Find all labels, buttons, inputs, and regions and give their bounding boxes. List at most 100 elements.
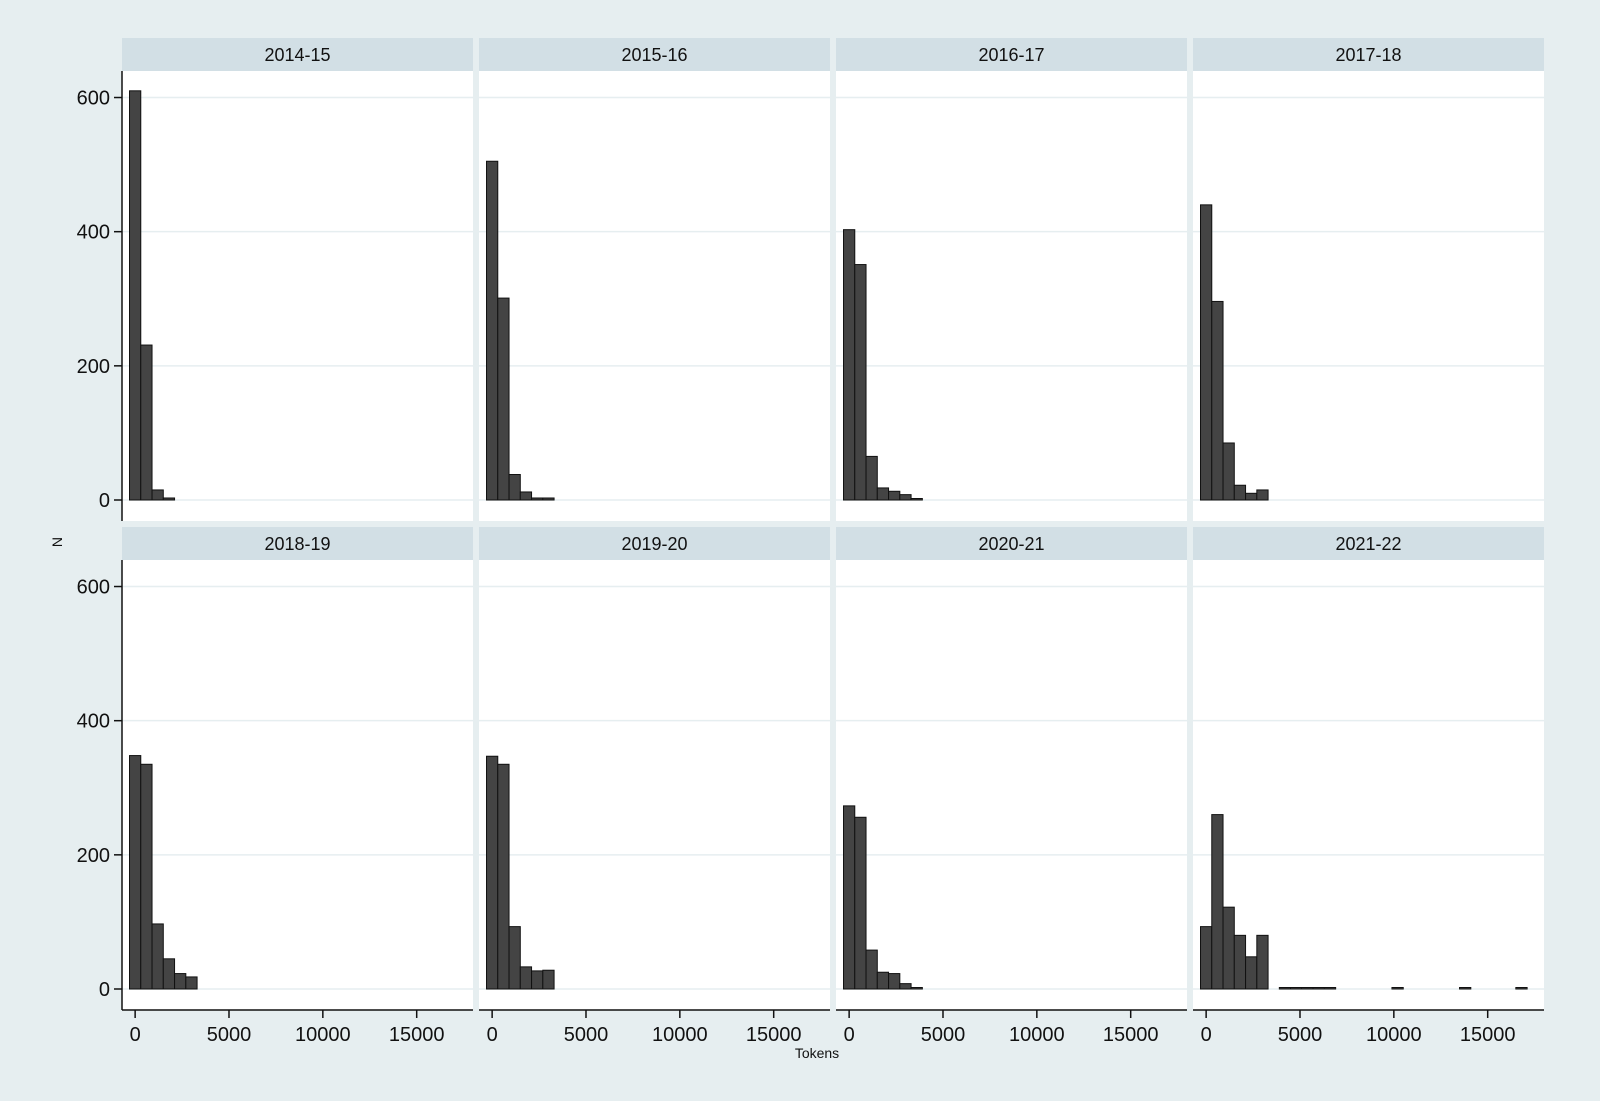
x-tick-label: 5000 <box>564 1024 609 1046</box>
panel-2016-17: 2016-17 <box>836 38 1187 521</box>
y-tick-label: 600 <box>77 577 110 599</box>
histogram-bar <box>174 973 187 990</box>
histogram-bar <box>865 949 878 990</box>
histogram-bar <box>162 958 176 990</box>
histogram-bar <box>140 763 153 990</box>
panel-2014-15: 2014-15 <box>122 38 473 521</box>
panel-title: 2019-20 <box>621 534 687 554</box>
histogram-bar <box>1222 906 1235 990</box>
histogram-bar <box>843 805 856 990</box>
histogram-bar <box>888 490 901 501</box>
histogram-bar <box>1233 934 1247 990</box>
histogram-bar <box>1290 987 1303 990</box>
x-tick-label: 0 <box>487 1024 498 1046</box>
histogram-bar <box>1312 987 1325 990</box>
panel-strip <box>1193 38 1544 71</box>
panel-background <box>1193 560 1544 1010</box>
panel-background <box>479 71 830 521</box>
panel-2018-19: 2018-19 <box>122 527 473 1010</box>
histogram-bar <box>1222 442 1235 501</box>
histogram-bar <box>1233 484 1247 501</box>
histogram-bar <box>508 926 521 990</box>
histogram-bar <box>843 229 856 501</box>
y-tick-label: 400 <box>77 711 110 733</box>
axes: 0 200 400 600 0 200 400 600 0 5000 10000 15000 0 5000… <box>77 71 1544 1046</box>
histogram-bar <box>1211 300 1224 501</box>
histogram-bar <box>1200 204 1213 501</box>
histogram-bar <box>888 973 901 990</box>
histogram-bar <box>531 497 544 501</box>
x-tick-label: 15000 <box>746 1024 802 1046</box>
histogram-bar <box>497 297 510 501</box>
panel-title: 2018-19 <box>264 534 330 554</box>
y-tick-label: 600 <box>77 88 110 110</box>
histogram-bar <box>162 497 176 501</box>
histogram-bar <box>129 755 142 990</box>
histogram-bar <box>519 966 533 990</box>
y-tick-label: 400 <box>77 222 110 244</box>
panel-strip <box>836 38 1187 71</box>
panel-2019-20: 2019-20 <box>479 527 830 1010</box>
histogram-bar <box>899 983 912 990</box>
panel-2015-16: 2015-16 <box>479 38 830 521</box>
histogram-bar <box>876 487 890 501</box>
panel-background <box>1193 71 1544 521</box>
histogram-bar <box>542 497 555 501</box>
histogram-bar <box>854 264 867 501</box>
histogram-bar <box>1211 814 1224 990</box>
panels: 2014-15 2015-16 2016-17 2017-18 2018-19 2019-… <box>122 38 1544 1010</box>
panel-title: 2017-18 <box>1335 45 1401 65</box>
y-tick-label: 0 <box>99 490 110 512</box>
histogram-bar <box>1256 934 1269 990</box>
y-tick-label: 200 <box>77 845 110 867</box>
x-tick-label: 10000 <box>295 1024 351 1046</box>
panel-background <box>836 71 1187 521</box>
panel-strip <box>122 38 473 71</box>
y-tick-label: 200 <box>77 356 110 378</box>
panel-title: 2015-16 <box>621 45 687 65</box>
histogram-bar <box>854 816 867 990</box>
panel-strip <box>479 38 830 71</box>
histogram-bar <box>1256 489 1269 501</box>
x-tick-label: 5000 <box>921 1024 966 1046</box>
panel-strip <box>122 527 473 560</box>
panel-strip <box>1193 527 1544 560</box>
histogram-bar <box>1515 987 1528 990</box>
panel-background <box>122 71 473 521</box>
panel-2020-21: 2020-21 <box>836 527 1187 1010</box>
histogram-bar <box>486 160 499 501</box>
y-tick-label: 0 <box>99 979 110 1001</box>
y-axis-title: N <box>49 537 65 547</box>
panel-2021-22: 2021-22 <box>1193 527 1544 1010</box>
histogram-bar <box>542 969 555 990</box>
x-tick-label: 15000 <box>389 1024 445 1046</box>
histogram-bar <box>519 491 533 501</box>
histogram-bar <box>531 970 544 990</box>
x-tick-label: 5000 <box>207 1024 252 1046</box>
histogram-bar <box>910 987 923 990</box>
histogram-bar <box>497 763 510 990</box>
histogram-bar <box>899 494 912 501</box>
histogram-bar <box>865 455 878 501</box>
panel-background <box>836 560 1187 1010</box>
histogram-bar <box>1278 987 1292 990</box>
panel-title: 2016-17 <box>978 45 1044 65</box>
histogram-bar <box>151 489 164 501</box>
panel-strip <box>479 527 830 560</box>
histogram-bar <box>1245 956 1258 990</box>
panel-background <box>122 560 473 1010</box>
x-tick-label: 5000 <box>1278 1024 1323 1046</box>
histogram-bar <box>486 755 499 990</box>
panel-title: 2021-22 <box>1335 534 1401 554</box>
histogram-bar <box>1323 987 1337 990</box>
panel-title: 2014-15 <box>264 45 330 65</box>
panel-background <box>479 560 830 1010</box>
histogram-bar <box>1301 987 1314 990</box>
x-tick-label: 10000 <box>1366 1024 1422 1046</box>
histogram-bar <box>185 976 198 990</box>
histogram-bar <box>876 971 890 990</box>
histogram-bar <box>151 923 164 990</box>
x-tick-label: 10000 <box>652 1024 708 1046</box>
x-tick-label: 0 <box>844 1024 855 1046</box>
